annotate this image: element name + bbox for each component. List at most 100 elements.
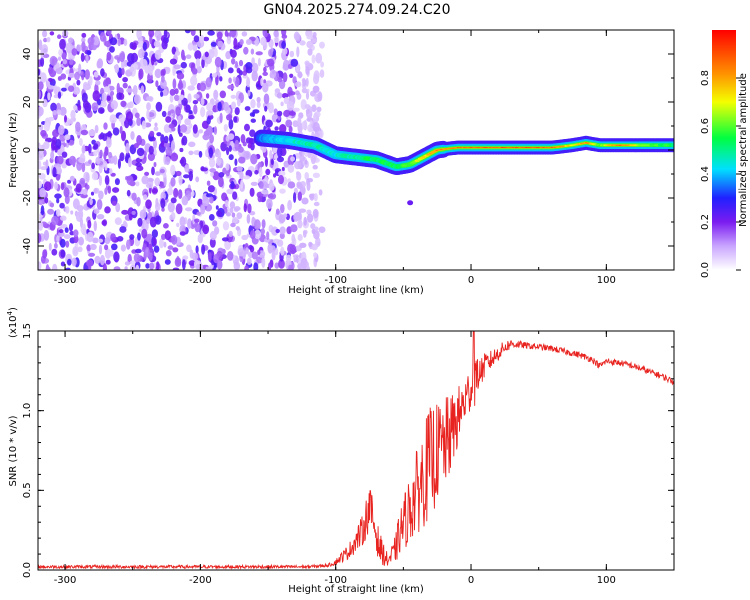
noise-speckle (98, 175, 102, 186)
noise-speckle (254, 170, 259, 175)
noise-speckle (51, 139, 57, 151)
noise-speckle (55, 67, 63, 75)
noise-speckle (231, 58, 236, 65)
noise-speckle (115, 202, 121, 213)
noise-speckle (270, 158, 274, 166)
noise-speckle (191, 68, 198, 75)
noise-speckle (304, 159, 308, 165)
noise-speckle (130, 131, 135, 140)
noise-speckle (162, 68, 166, 76)
noise-speckle (262, 30, 269, 38)
noise-speckle (49, 31, 55, 36)
noise-speckle (293, 192, 297, 203)
noise-speckle (91, 172, 99, 181)
noise-speckle (233, 116, 238, 123)
x-tick-label: -300 (54, 275, 77, 286)
noise-speckle (69, 231, 75, 236)
noise-speckle (135, 181, 140, 187)
noise-speckle (216, 31, 223, 40)
noise-speckle (245, 66, 253, 74)
noise-speckle (230, 222, 236, 228)
noise-speckle (65, 206, 70, 214)
noise-speckle (228, 154, 234, 161)
noise-speckle (87, 37, 95, 46)
noise-speckle (301, 120, 308, 130)
noise-speckle (244, 265, 249, 270)
noise-speckle (145, 182, 153, 189)
noise-speckle (78, 209, 84, 219)
noise-speckle (176, 72, 185, 80)
noise-speckle (128, 101, 134, 109)
noise-speckle (307, 178, 313, 183)
noise-speckle (47, 208, 55, 215)
noise-speckle (179, 147, 184, 153)
noise-speckle (73, 104, 78, 111)
noise-speckle (164, 135, 169, 144)
noise-speckle (174, 88, 179, 95)
noise-speckle (38, 261, 42, 270)
noise-speckle (73, 229, 79, 238)
snr-marks (38, 331, 674, 570)
noise-speckle (144, 246, 150, 258)
noise-speckle (96, 199, 103, 210)
noise-speckle (290, 224, 298, 233)
noise-speckle (95, 156, 101, 165)
snr-panel: -300 -200 -100 0 100 0.0 0.5 1.0 1.5 Height of s… (6, 307, 675, 595)
noise-speckle (171, 46, 177, 55)
noise-speckle (245, 39, 252, 45)
noise-speckle (176, 222, 180, 228)
noise-speckle (38, 180, 42, 189)
signal-mark (588, 143, 591, 144)
noise-speckle (124, 261, 130, 266)
noise-speckle (205, 93, 210, 99)
noise-speckle (146, 102, 151, 111)
noise-speckle (60, 261, 66, 267)
noise-speckle (92, 237, 99, 244)
noise-speckle (227, 84, 235, 90)
noise-speckle (64, 134, 71, 141)
noise-speckle (247, 203, 252, 214)
noise-speckle (151, 188, 158, 194)
noise-speckle (68, 85, 75, 92)
noise-speckle (195, 58, 201, 68)
noise-speckle (114, 178, 120, 186)
noise-speckle (155, 80, 159, 88)
noise-speckle (249, 137, 254, 144)
noise-speckle (50, 102, 57, 112)
noise-speckle (318, 226, 326, 233)
noise-speckle (126, 239, 131, 250)
noise-speckle (151, 229, 158, 238)
noise-speckle (199, 82, 207, 92)
noise-speckle (131, 192, 137, 201)
noise-speckle (86, 244, 92, 252)
noise-speckle (225, 163, 230, 171)
noise-speckle (274, 126, 279, 131)
noise-speckle (145, 96, 153, 101)
noise-speckle (234, 158, 238, 166)
noise-speckle (45, 266, 51, 270)
noise-speckle (181, 195, 189, 206)
noise-speckle (234, 139, 240, 151)
noise-speckle (311, 38, 318, 43)
noise-speckle (247, 143, 252, 149)
noise-speckle (132, 85, 138, 96)
noise-speckle (110, 233, 116, 242)
noise-speckle (96, 214, 105, 220)
noise-speckle (109, 37, 118, 46)
noise-speckle (291, 233, 296, 244)
noise-speckle (119, 125, 123, 135)
noise-speckle (136, 147, 145, 157)
noise-speckle (125, 111, 134, 122)
noise-speckle (206, 110, 214, 116)
noise-speckle (228, 230, 233, 237)
noise-speckle (287, 181, 296, 189)
noise-speckle (119, 152, 125, 162)
noise-speckle (296, 46, 300, 58)
noise-speckle (153, 161, 157, 168)
noise-speckle (226, 114, 233, 121)
noise-speckle (211, 73, 218, 78)
noise-speckle (170, 177, 176, 187)
noise-speckle (164, 259, 171, 265)
noise-speckle (242, 250, 246, 259)
noise-speckle (68, 223, 74, 232)
